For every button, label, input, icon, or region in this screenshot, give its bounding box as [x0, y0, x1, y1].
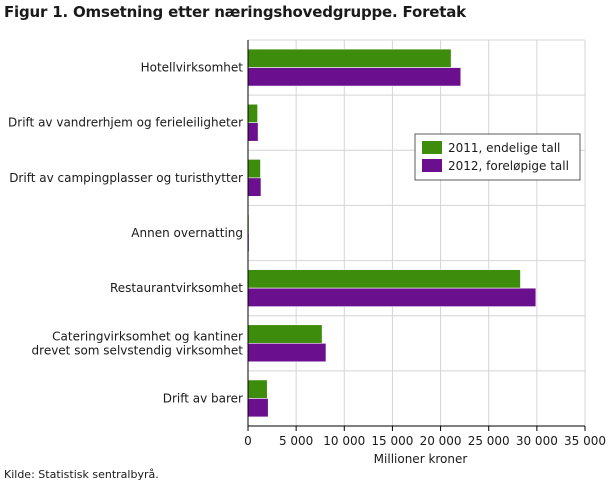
category-label-line: Cateringvirksomhet og kantiner — [52, 329, 243, 343]
category-label-line: Annen overnatting — [131, 226, 243, 240]
bar — [247, 324, 323, 344]
bar — [247, 177, 262, 197]
bar — [247, 67, 462, 87]
category-label: Hotellvirksomhet — [141, 61, 244, 75]
chart-title: Figur 1. Omsetning etter næringshovedgru… — [4, 3, 466, 21]
plot-area — [248, 40, 585, 426]
x-tick-label: 0 — [244, 434, 252, 448]
bar — [247, 48, 452, 68]
category-label: Restaurantvirksomhet — [110, 281, 243, 295]
bar — [247, 398, 269, 418]
x-tick-label: 10 000 — [323, 434, 365, 448]
legend-swatch — [422, 159, 442, 172]
bar — [247, 342, 327, 363]
category-label-line: Restaurantvirksomhet — [110, 281, 243, 295]
x-tick-label: 25 000 — [468, 434, 510, 448]
bar — [247, 159, 261, 179]
category-label: Drift av campingplasser og turisthytter — [9, 171, 243, 185]
category-label-line: drevet som selvstendig virksomhet — [32, 343, 244, 357]
x-axis-title: Millioner kroner — [374, 452, 468, 466]
category-label: Cateringvirksomhet og kantiner drevet som… — [32, 329, 244, 357]
x-tick-label: 30 000 — [516, 434, 558, 448]
bar — [247, 379, 268, 399]
legend-label: 2011, endelige tall — [448, 141, 560, 155]
category-label-line: Drift av campingplasser og turisthytter — [9, 171, 243, 185]
bar — [247, 287, 537, 307]
bar — [247, 122, 259, 142]
x-tick-label: 35 000 — [564, 434, 606, 448]
category-label: Annen overnatting — [131, 226, 243, 240]
x-tick-label: 5 000 — [279, 434, 313, 448]
source-note: Kilde: Statistisk sentralbyrå. — [4, 468, 159, 481]
bar — [247, 269, 521, 289]
legend-label: 2012, foreløpige tall — [448, 159, 569, 173]
x-tick-label: 15 000 — [371, 434, 413, 448]
category-label: Drift av barer — [163, 391, 243, 405]
category-label-line: Hotellvirksomhet — [141, 61, 244, 75]
legend-swatch — [422, 141, 442, 154]
x-tick-label: 20 000 — [420, 434, 462, 448]
category-label-line: Drift av barer — [163, 391, 243, 405]
category-label: Drift av vandrerhjem og ferieleiligheter — [8, 116, 243, 130]
legend-box — [414, 133, 581, 181]
bar — [247, 103, 258, 124]
category-label-line: Drift av vandrerhjem og ferieleiligheter — [8, 116, 243, 130]
